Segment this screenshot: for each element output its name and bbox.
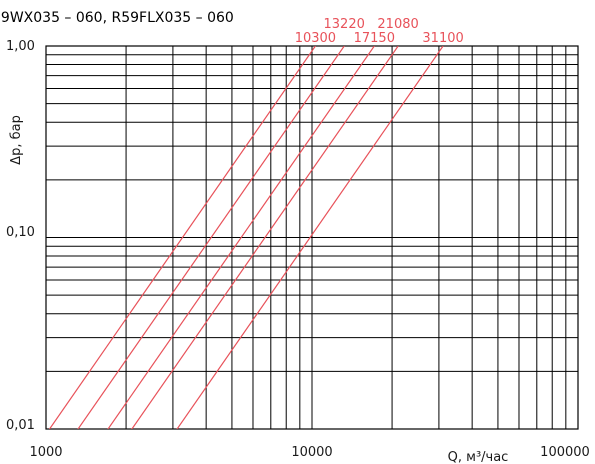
y-tick-label-0-1: 0,10 — [6, 225, 35, 240]
x-tick-label-1000: 1000 — [29, 445, 62, 460]
series-label-13220: 13220 — [324, 17, 365, 32]
y-tick-label-1: 1,00 — [6, 39, 35, 54]
series-label-31100: 31100 — [422, 31, 463, 46]
series-label-10300: 10300 — [295, 31, 336, 46]
series-label-17150: 17150 — [354, 31, 395, 46]
x-axis-title: Q, м³/час — [448, 450, 509, 464]
series-line-31100 — [176, 46, 444, 429]
series-line-13220 — [77, 46, 345, 429]
x-tick-label-10000: 10000 — [291, 445, 332, 460]
series-label-21080: 21080 — [377, 17, 418, 32]
series-line-21080 — [131, 46, 399, 429]
series-line-10300 — [48, 46, 316, 429]
plot-frame — [45, 45, 579, 430]
series-group — [48, 46, 444, 429]
x-tick-label-100000: 100000 — [540, 445, 590, 460]
y-tick-label-0-01: 0,01 — [6, 418, 35, 433]
grid — [46, 46, 578, 429]
series-line-17150 — [107, 46, 375, 429]
chart-title: 59WX035 – 060, R59FLX035 – 060 — [0, 10, 234, 26]
y-axis-title: Δp, бар — [9, 115, 24, 165]
